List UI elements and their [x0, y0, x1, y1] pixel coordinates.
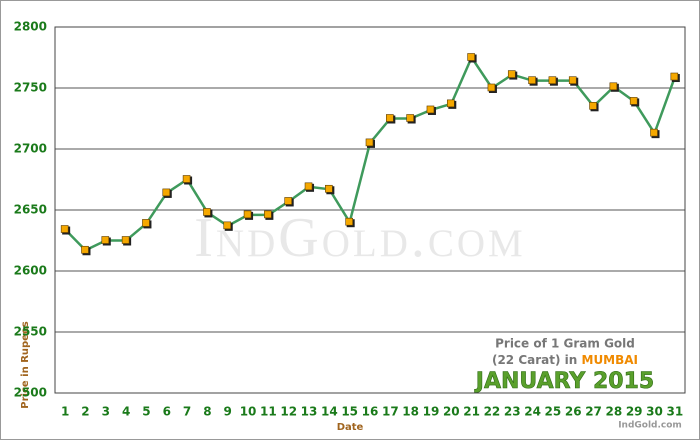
marker	[203, 208, 211, 216]
y-tick-label: 2800	[14, 20, 47, 34]
y-tick-label: 2500	[14, 386, 47, 400]
x-tick-label: 3	[102, 405, 110, 419]
marker	[60, 225, 69, 233]
marker	[264, 210, 272, 219]
marker	[548, 76, 557, 84]
x-tick-label: 11	[260, 405, 277, 419]
marker	[325, 184, 333, 193]
x-tick-label: 12	[280, 405, 297, 419]
annotation-text: (22 Carat) in	[492, 353, 577, 367]
y-tick-label: 2650	[14, 203, 47, 217]
annotation-line: Price of 1 Gram Gold	[495, 337, 635, 351]
x-tick-label: 23	[504, 405, 521, 419]
marker	[467, 53, 475, 61]
x-tick-label: 10	[240, 405, 257, 419]
x-tick-label: 17	[382, 405, 399, 419]
marker	[81, 245, 89, 254]
marker	[589, 102, 597, 110]
x-tick-label: 15	[341, 405, 358, 419]
x-tick-label: 30	[646, 405, 663, 419]
marker	[121, 236, 130, 244]
x-tick-label: 14	[321, 405, 338, 419]
x-tick-label: 28	[606, 405, 623, 419]
y-tick-label: 2550	[14, 325, 47, 339]
x-tick-label: 1	[61, 405, 69, 419]
marker	[426, 105, 435, 114]
y-tick-label: 2600	[14, 264, 47, 278]
marker	[365, 138, 374, 147]
x-tick-label: 25	[545, 405, 562, 419]
x-tick-label: 8	[203, 405, 211, 419]
marker	[243, 210, 252, 219]
y-tick-label: 2700	[14, 142, 47, 156]
x-tick-label: 26	[565, 405, 582, 419]
marker	[629, 97, 638, 105]
marker	[284, 197, 293, 205]
marker	[670, 72, 679, 81]
x-axis-title: Date	[337, 422, 364, 433]
marker	[487, 83, 496, 92]
marker	[386, 114, 394, 122]
marker	[507, 70, 516, 78]
x-tick-label: 20	[443, 405, 460, 419]
marker	[142, 219, 150, 227]
x-tick-label: 4	[122, 405, 130, 419]
marker	[650, 128, 658, 137]
x-tick-label: 19	[423, 405, 440, 419]
annotation-month: JANUARY 2015	[474, 369, 654, 394]
marker	[345, 217, 353, 226]
x-tick-label: 2	[81, 405, 89, 419]
x-tick-label: 24	[524, 405, 541, 419]
x-tick-label: 29	[626, 405, 643, 419]
x-tick-label: 5	[142, 405, 150, 419]
marker	[609, 82, 618, 91]
marker	[223, 221, 232, 230]
plot-frame	[54, 26, 686, 394]
x-tick-label: 9	[224, 405, 232, 419]
annotation-line: (22 Carat) in MUMBAI	[492, 353, 638, 367]
credit: IndGold.com	[618, 421, 682, 431]
marker	[446, 99, 455, 108]
x-tick-label: 31	[666, 405, 683, 419]
y-tick-label: 2750	[14, 81, 47, 95]
x-tick-label: 13	[301, 405, 318, 419]
x-tick-label: 16	[362, 405, 379, 419]
marker	[101, 236, 110, 244]
marker	[406, 114, 414, 122]
marker	[528, 76, 536, 84]
marker	[182, 175, 191, 183]
x-tick-label: 18	[402, 405, 419, 419]
x-tick-label: 27	[585, 405, 602, 419]
x-tick-label: 22	[484, 405, 501, 419]
annotation-city: MUMBAI	[582, 353, 639, 367]
x-tick-label: 6	[163, 405, 171, 419]
marker	[568, 76, 577, 84]
marker	[304, 182, 313, 191]
x-tick-label: 21	[463, 405, 480, 419]
marker	[162, 188, 171, 197]
y-axis-title: Price in Rupees	[20, 321, 31, 408]
x-tick-label: 7	[183, 405, 191, 419]
